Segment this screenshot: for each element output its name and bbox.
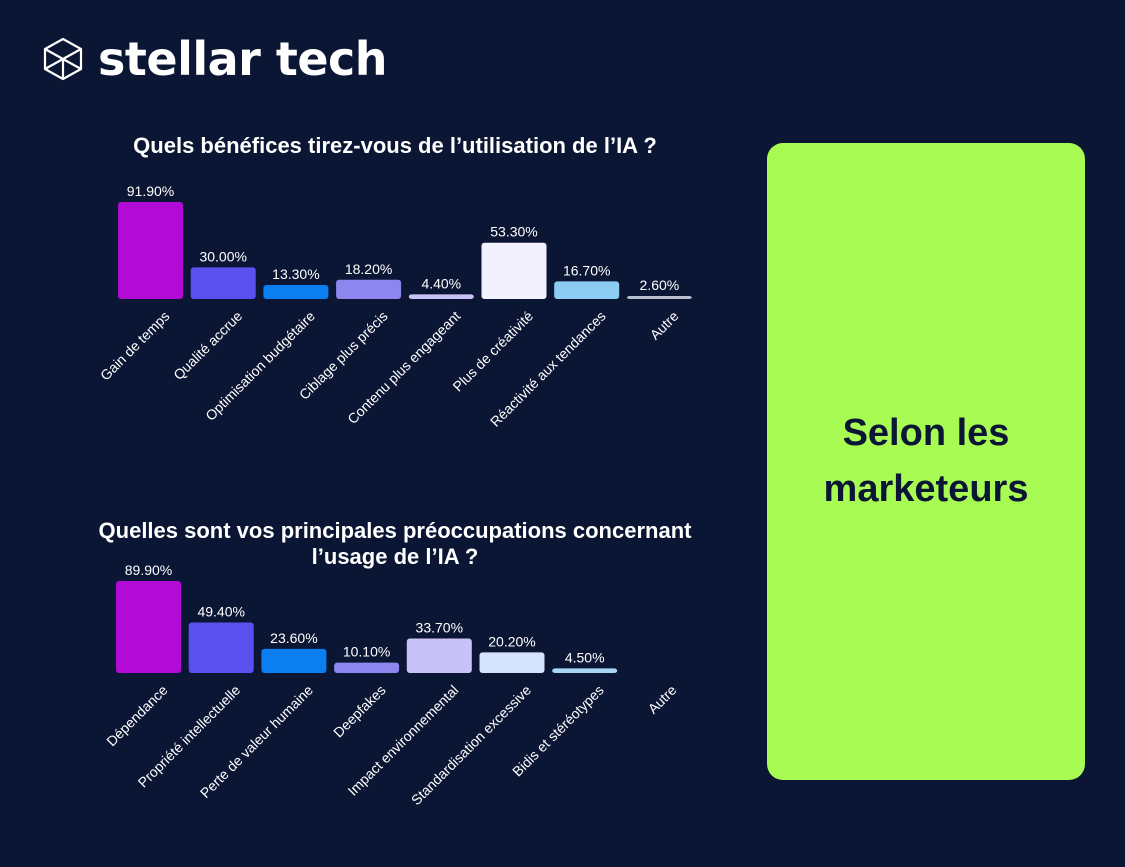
chart-2-value-label-4: 33.70% [416,620,463,636]
chart-2-bar-0 [116,581,181,673]
summary-panel: Selon les marketeurs [767,143,1085,780]
chart-2-bar-1 [188,622,254,673]
chart-2-bar-6 [552,668,618,673]
brand-name: stellar tech [98,32,388,86]
chart-1-value-label-0: 91.90% [127,183,174,199]
brand-logo: stellar tech [40,32,388,86]
chart-2-value-label-6: 4.50% [565,649,605,665]
chart-2-value-label-3: 10.10% [343,644,390,660]
chart-1-value-label-1: 30.00% [199,248,246,264]
chart-1-value-label-3: 18.20% [345,261,392,277]
chart-2-category-label-0: Dépendance [103,682,171,750]
chart-1-bar-2 [263,284,329,299]
chart-1-value-label-7: 2.60% [640,277,680,293]
chart-2-value-label-1: 49.40% [197,603,244,619]
chart-1-bar-1 [190,267,256,299]
chart-1-value-label-2: 13.30% [272,266,319,282]
chart-1-value-label-4: 4.40% [421,275,461,291]
chart-2-category-label-5: Standardisation excessive [408,682,534,808]
chart-2-title: Quelles sont vos principales préoccupati… [98,518,692,570]
chart-2-bar-5 [479,652,545,673]
chart-2-category-label-3: Deepfakes [330,682,389,741]
chart-2-bar-2 [261,648,327,673]
chart-1-bar-7 [626,296,692,299]
chart-1-bar-6 [554,281,620,299]
chart-2-bar-3 [334,662,400,673]
chart-2-value-label-0: 89.90% [125,562,172,578]
chart-2-value-label-2: 23.60% [270,630,317,646]
chart-1-title: Quels bénéfices tirez-vous de l’utilisat… [133,133,657,158]
panel-text: Selon les marketeurs [823,412,1029,510]
chart-1-bar-4 [408,294,474,299]
chart-2-value-label-5: 20.20% [488,633,535,649]
chart-1-bar-3 [336,279,402,299]
chart-2-category-label-7: Autre [645,682,680,717]
chart-1-value-label-6: 16.70% [563,262,610,278]
chart-2-bar-4 [406,638,472,673]
chart-1-bar-5 [481,242,547,299]
chart-1-value-label-5: 53.30% [490,224,537,240]
hexagon-cube-icon [43,37,83,81]
chart-1-bar-0 [118,202,183,299]
